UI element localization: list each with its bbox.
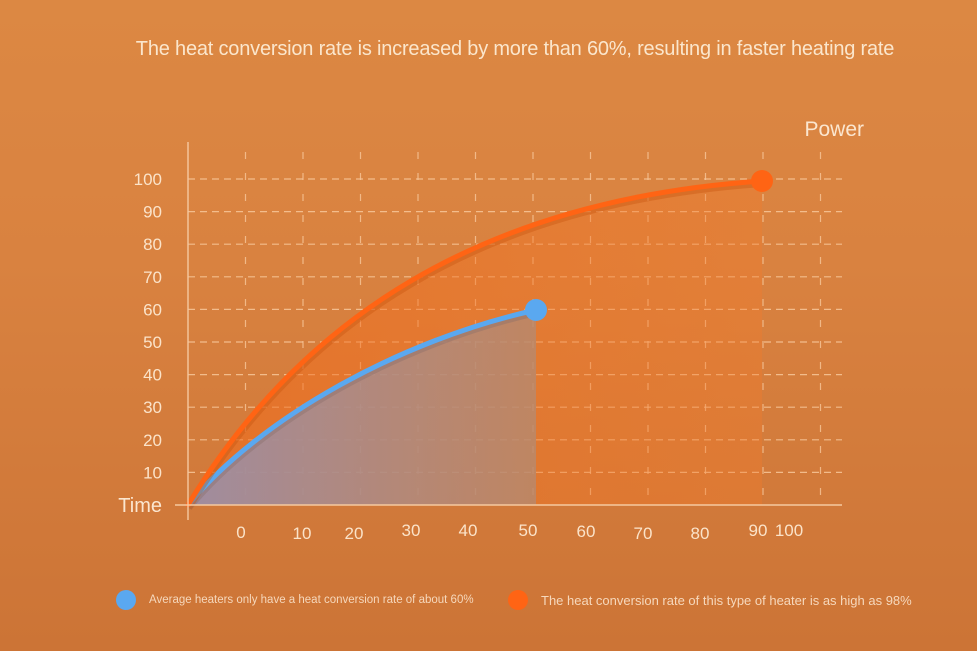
x-tick-label: 60	[577, 522, 596, 541]
x-tick-label: 100	[775, 521, 803, 540]
lines	[185, 170, 773, 510]
y-tick-label: 10	[143, 463, 162, 482]
y-tick-label: 60	[143, 300, 162, 319]
y-tick-label: 40	[143, 366, 162, 385]
y-tick-label: 50	[143, 333, 162, 352]
y-tick-label: 100	[134, 170, 162, 189]
x-tick-label: 70	[634, 524, 653, 543]
y-tick-label: 20	[143, 431, 162, 450]
legend-item-this-heater: The heat conversion rate of this type of…	[508, 590, 912, 610]
y-tick-label: 90	[143, 203, 162, 222]
labels: 10 20 30 40 50 60 70 80 90 100 Time Power 0 10 20 30 40 5…	[118, 118, 864, 543]
legend-label-average: Average heaters only have a heat convers…	[149, 594, 474, 606]
y-tick-label: 70	[143, 268, 162, 287]
x-tick-label: 30	[402, 521, 421, 540]
x-tick-label: 20	[345, 524, 364, 543]
x-tick-label: 50	[519, 521, 538, 540]
y-tick-label: 30	[143, 398, 162, 417]
line-shadow	[186, 181, 764, 510]
line-shadow	[186, 310, 538, 510]
legend-dot-blue	[116, 590, 136, 610]
x-tick-label: 90	[749, 521, 768, 540]
end-point-average	[525, 299, 547, 321]
chart-title: The heat conversion rate is increased by…	[135, 38, 895, 60]
x-tick-label: 10	[293, 524, 312, 543]
x-axis-label: Power	[804, 118, 864, 141]
x-tick-label: 40	[459, 521, 478, 540]
y-tick-label: 80	[143, 235, 162, 254]
axes	[175, 142, 842, 520]
x-tick-label: 0	[236, 523, 245, 542]
legend-label-this-heater: The heat conversion rate of this type of…	[541, 592, 912, 608]
x-tick-label: 80	[691, 524, 710, 543]
end-point-this-heater	[751, 170, 773, 192]
line-this-heater	[185, 178, 765, 508]
line-average	[185, 307, 539, 508]
legend-dot-orange	[508, 590, 528, 610]
legend-item-average: Average heaters only have a heat convers…	[116, 590, 474, 610]
areas	[188, 181, 762, 505]
y-axis-label: Time	[118, 495, 162, 517]
area-average	[188, 310, 536, 505]
